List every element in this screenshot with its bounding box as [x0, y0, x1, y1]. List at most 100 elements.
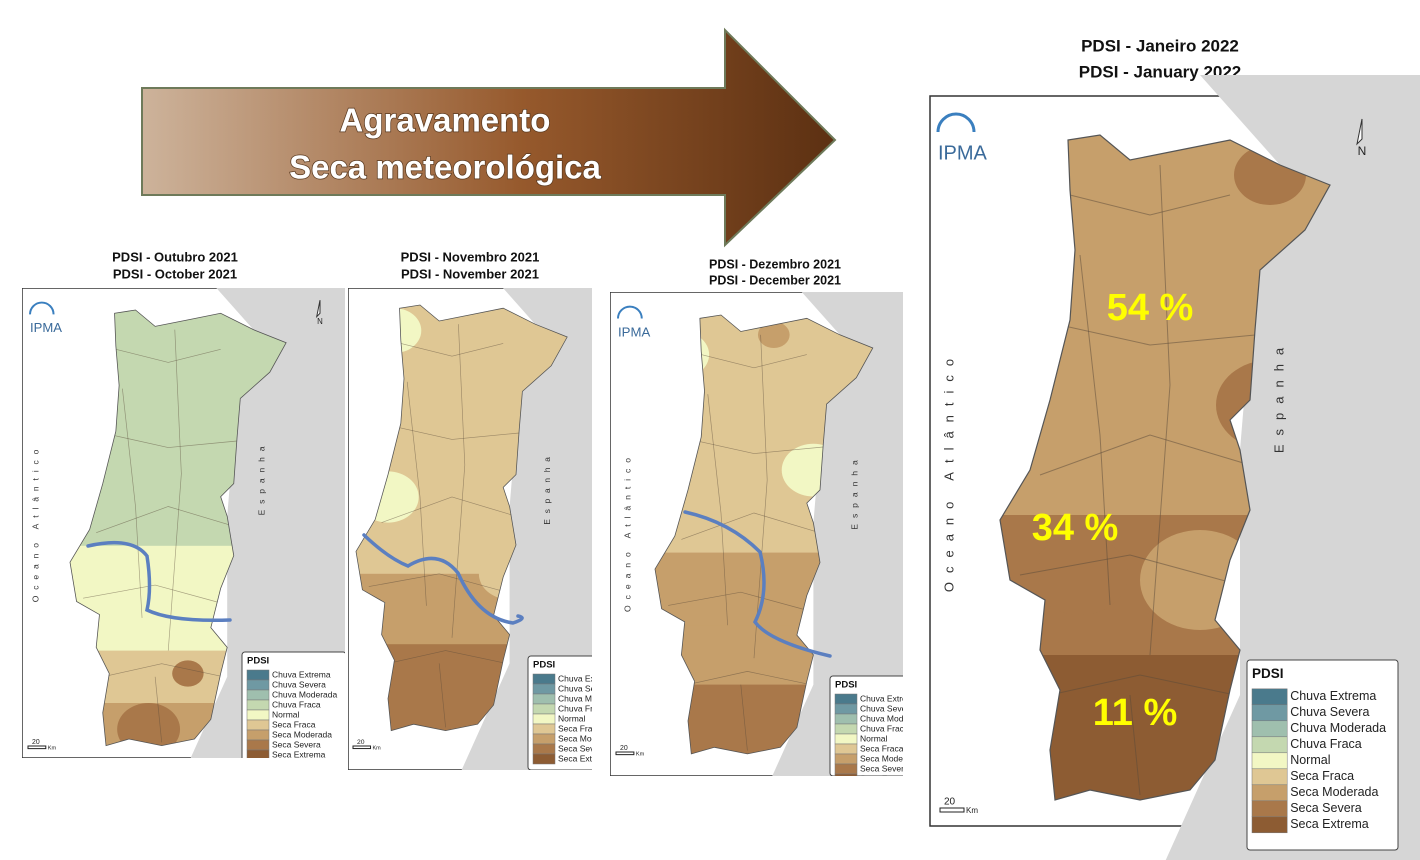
legend-label: Seca Fraca — [1290, 769, 1354, 783]
scale-value: 20 — [620, 745, 628, 752]
map — [355, 288, 592, 770]
ocean-label: Oceano Atlântico — [30, 444, 40, 603]
legend-title: PDSI — [247, 656, 269, 667]
district-border — [1069, 194, 1231, 216]
map-title: PDSI - Outubro 2021 — [112, 249, 238, 264]
scale-value: 20 — [32, 739, 40, 746]
legend-swatch — [532, 703, 556, 715]
legend-label: Normal — [272, 709, 300, 719]
legend-label: Seca Moderada — [860, 753, 920, 763]
legend-swatch — [834, 743, 858, 755]
legend-swatch — [532, 683, 556, 695]
land-label: Espanha — [542, 451, 552, 524]
district-border — [1059, 324, 1256, 346]
scale-unit: Km — [966, 806, 978, 815]
region — [1032, 535, 1128, 615]
percentage: 34 % — [1032, 507, 1119, 549]
legend-swatch — [834, 753, 858, 765]
logo: IPMA — [30, 320, 62, 335]
spain — [461, 288, 592, 770]
legend-label: Chuva Severa — [558, 683, 612, 693]
legend-swatch — [1251, 704, 1288, 722]
legend-title: PDSI — [1252, 666, 1284, 681]
legend-swatch — [834, 703, 858, 715]
legend-label: Normal — [860, 733, 888, 743]
logo: IPMA — [938, 142, 988, 164]
ocean-label: Oceano Atlântico — [622, 452, 632, 612]
district-border — [115, 348, 221, 363]
district-border — [694, 440, 824, 454]
district-border — [102, 663, 224, 678]
legend-label: Chuva Moderada — [860, 713, 925, 723]
legend-swatch — [1251, 768, 1288, 786]
legend-swatch — [532, 713, 556, 725]
legend-swatch — [1251, 816, 1288, 834]
logo-arc — [617, 305, 643, 319]
legend-label: Normal — [558, 713, 586, 723]
legend-swatch — [246, 699, 270, 711]
legend-swatch — [834, 713, 858, 725]
district-border — [167, 329, 182, 651]
percentage: 54 % — [1107, 287, 1194, 329]
legend-label: Seca Moderada — [272, 729, 332, 739]
legend-swatch — [1251, 688, 1288, 706]
scale-value: 20 — [944, 797, 956, 808]
district-border — [109, 434, 238, 448]
legend-swatch — [834, 773, 858, 776]
drought-front — [362, 533, 524, 625]
legend-label: Seca Severa — [558, 743, 607, 753]
legend-swatch — [532, 693, 556, 705]
north-arrow — [315, 300, 321, 319]
legend-label: Seca Extrema — [558, 753, 612, 763]
legend-swatch — [1251, 720, 1288, 738]
district-border — [668, 591, 814, 613]
legend-label: Seca Severa — [1290, 801, 1362, 815]
legend-label: Chuva Extrema — [272, 669, 331, 679]
legend-label: Chuva Severa — [860, 703, 914, 713]
north-arrow — [1356, 118, 1363, 146]
legend-title: PDSI — [533, 660, 555, 671]
banner-line2: Seca meteorológica — [289, 149, 601, 186]
legend-swatch — [1251, 752, 1288, 770]
legend-swatch — [834, 763, 858, 775]
legend-label: Chuva Fraca — [860, 723, 909, 733]
legend-swatch — [532, 753, 556, 765]
spain — [772, 292, 903, 776]
district-border — [451, 324, 466, 638]
percentage: 11 % — [1093, 692, 1178, 734]
scale-unit: Km — [636, 751, 645, 757]
district-border — [1019, 554, 1241, 586]
legend-label: Chuva Moderada — [272, 689, 337, 699]
legend-swatch — [532, 723, 556, 735]
logo-arc — [29, 301, 55, 315]
legend-label: Seca Extrema — [860, 773, 914, 783]
district-border — [122, 388, 143, 618]
map-title: PDSI - January 2022 — [1079, 62, 1242, 81]
legend-label: Chuva Severa — [272, 679, 326, 689]
scale-bar — [939, 807, 965, 813]
district-border — [96, 506, 234, 534]
district-border — [753, 334, 768, 659]
district-border — [400, 343, 504, 357]
legend-label: Chuva Fraca — [272, 699, 321, 709]
ocean-label: Oceano Atlântico — [941, 350, 956, 592]
land-label: Espanha — [849, 454, 859, 529]
portugal-outline — [999, 134, 1331, 801]
legend-label: Chuva Extrema — [860, 693, 919, 703]
district-border — [387, 650, 507, 664]
legend-swatch — [246, 689, 270, 701]
north-label: N — [317, 317, 323, 326]
legend-swatch — [834, 693, 858, 705]
district-border — [1049, 674, 1236, 696]
legend-swatch — [532, 743, 556, 755]
drought-front — [86, 540, 232, 623]
legend-label: Normal — [1290, 753, 1330, 767]
district-border — [406, 381, 427, 606]
district-border — [1129, 694, 1141, 796]
district-border — [1149, 164, 1171, 656]
